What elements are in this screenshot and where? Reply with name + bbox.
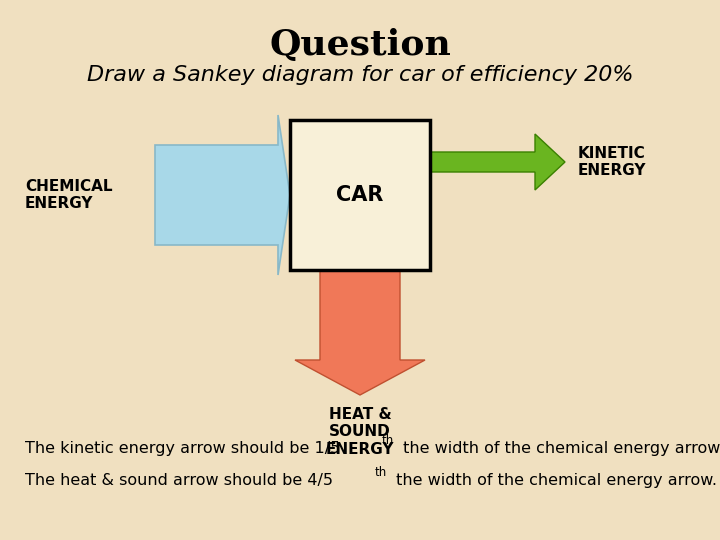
Text: Draw a Sankey diagram for car of efficiency 20%: Draw a Sankey diagram for car of efficie… — [86, 65, 634, 85]
Text: The heat & sound arrow should be 4/5: The heat & sound arrow should be 4/5 — [25, 472, 333, 488]
Text: The kinetic energy arrow should be 1/5: The kinetic energy arrow should be 1/5 — [25, 441, 341, 456]
Polygon shape — [155, 115, 290, 275]
Polygon shape — [295, 270, 425, 395]
Text: the width of the chemical energy arrow.: the width of the chemical energy arrow. — [391, 472, 717, 488]
Text: KINETIC
ENERGY: KINETIC ENERGY — [578, 146, 647, 178]
Text: th: th — [382, 435, 395, 448]
Text: the width of the chemical energy arrow.: the width of the chemical energy arrow. — [398, 441, 720, 456]
Text: CHEMICAL
ENERGY: CHEMICAL ENERGY — [25, 179, 112, 211]
Polygon shape — [430, 134, 565, 190]
Text: Question: Question — [269, 28, 451, 62]
Text: CAR: CAR — [336, 185, 384, 205]
Text: HEAT &
SOUND
ENERGY: HEAT & SOUND ENERGY — [325, 407, 395, 457]
Bar — [290, 120, 430, 270]
Text: th: th — [375, 467, 387, 480]
